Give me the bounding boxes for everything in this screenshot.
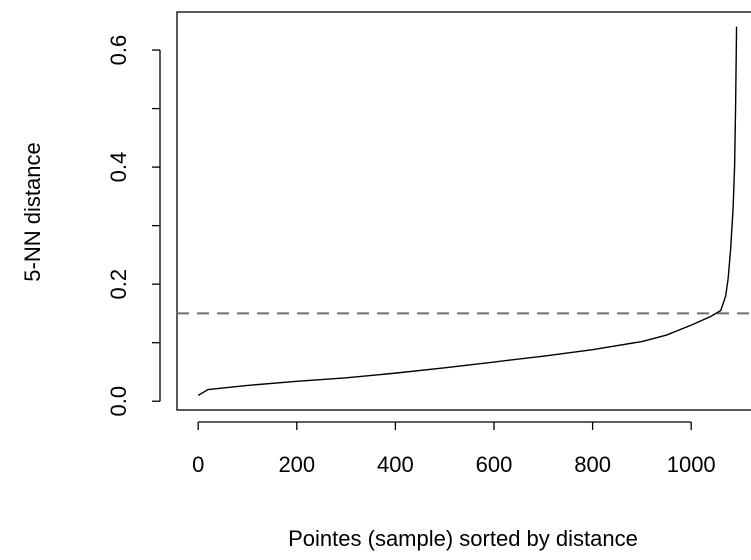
y-tick-label: 0.6 (106, 35, 131, 66)
data-line (197, 26, 738, 396)
x-tick-label: 600 (476, 452, 513, 477)
x-tick-label: 800 (574, 452, 611, 477)
y-tick-label: 0.2 (106, 269, 131, 300)
x-tick-label: 200 (278, 452, 315, 477)
x-axis-label: Pointes (sample) sorted by distance (288, 526, 638, 551)
y-axis-label: 5-NN distance (20, 142, 45, 281)
y-tick-label: 0.4 (106, 152, 131, 183)
x-tick-label: 400 (377, 452, 414, 477)
x-tick-label: 0 (192, 452, 204, 477)
y-tick-label: 0.0 (106, 386, 131, 417)
x-tick-label: 1000 (667, 452, 716, 477)
plot-box (176, 11, 751, 411)
